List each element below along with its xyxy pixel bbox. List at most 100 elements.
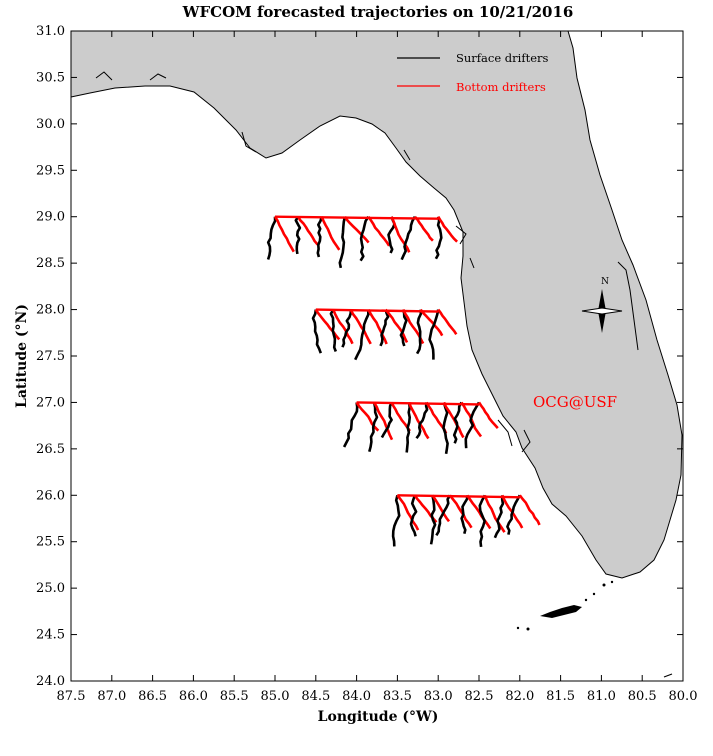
surface-trajectory — [415, 402, 429, 440]
surface-trajectory — [379, 309, 390, 347]
legend: Surface drifters Bottom drifters — [397, 51, 549, 94]
bottom-trajectory — [431, 494, 451, 523]
y-tick-label: 28.5 — [36, 256, 65, 271]
y-axis-ticks: 24.0 24.5 25.0 25.5 26.0 26.5 27.0 27.5 28.0 28.5… — [36, 24, 683, 689]
bottom-release-line — [397, 494, 520, 499]
bottom-trajectory — [390, 216, 411, 253]
x-tick-label: 82.5 — [465, 689, 494, 704]
x-tick-label: 83.5 — [383, 689, 412, 704]
y-tick-label: 25.0 — [36, 581, 65, 596]
surface-trajectory — [415, 309, 423, 355]
bottom-trajectory — [332, 309, 354, 345]
y-tick-label: 24.5 — [36, 628, 65, 643]
x-tick-label: 86.0 — [179, 689, 208, 704]
bottom-trajectory — [273, 216, 295, 253]
legend-surface-label: Surface drifters — [456, 51, 549, 65]
bottom-trajectory — [390, 401, 411, 432]
surface-trajectory — [452, 401, 463, 444]
surface-trajectory — [266, 216, 277, 260]
bottom-trajectory — [367, 308, 388, 345]
surface-trajectory — [354, 309, 370, 361]
bottom-trajectory — [320, 216, 341, 251]
surface-trajectory — [400, 216, 417, 261]
surface-trajectory — [460, 495, 469, 535]
watermark-label: OCG@USF — [533, 393, 617, 411]
bottom-trajectory — [314, 308, 341, 341]
bottom-trajectory — [448, 494, 473, 529]
surface-trajectory — [428, 309, 440, 360]
x-tick-label: 86.5 — [138, 689, 167, 704]
surface-trajectory — [506, 494, 521, 535]
x-tick-label: 83.0 — [424, 689, 453, 704]
surface-trajectory — [329, 308, 338, 352]
y-tick-label: 26.5 — [36, 442, 65, 457]
compass-north-label: N — [601, 277, 609, 287]
surface-trajectory — [368, 402, 379, 453]
y-tick-label: 30.0 — [36, 117, 65, 132]
surface-trajectory — [311, 309, 323, 354]
bottom-trajectory — [437, 308, 458, 336]
y-tick-label: 31.0 — [36, 24, 65, 39]
x-axis-ticks: 87.5 87.0 86.5 86.0 85.5 85.0 84.5 84.0 83.5 83.0… — [57, 31, 698, 704]
surface-trajectory — [341, 309, 353, 348]
surface-trajectory — [435, 494, 452, 537]
y-axis-label: Latitude (°N) — [14, 304, 30, 408]
surface-trajectory — [478, 494, 486, 548]
surface-trajectory — [442, 402, 449, 455]
x-tick-label: 85.0 — [261, 689, 290, 704]
x-tick-label: 84.0 — [342, 689, 371, 704]
bottom-trajectory — [518, 494, 541, 526]
surface-trajectory — [391, 495, 401, 547]
florida-keys — [516, 580, 614, 631]
bottom-trajectory — [483, 494, 506, 533]
bottom-trajectory — [477, 401, 499, 429]
bottom-trajectory — [349, 309, 372, 345]
bottom-trajectory — [407, 401, 430, 440]
bottom-trajectory — [419, 308, 444, 337]
y-tick-label: 29.0 — [36, 210, 65, 225]
surface-trajectory — [405, 402, 411, 453]
bottom-trajectory — [396, 494, 420, 531]
y-tick-label: 25.5 — [36, 535, 65, 550]
x-tick-label: 87.0 — [97, 689, 126, 704]
y-tick-label: 27.0 — [36, 395, 65, 410]
x-tick-label: 80.5 — [628, 689, 657, 704]
y-tick-label: 28.0 — [36, 303, 65, 318]
bottom-release-line — [274, 215, 439, 220]
surface-trajectory — [380, 401, 393, 439]
surface-trajectory — [294, 215, 302, 255]
map-title: WFCOM forecasted trajectories on 10/21/2… — [182, 3, 574, 21]
bottom-trajectory — [297, 216, 319, 246]
surface-trajectory — [399, 309, 408, 347]
x-tick-label: 84.5 — [301, 689, 330, 704]
plot-area: N Surface drifters Bottom drifters OCG@U… — [70, 30, 684, 682]
surface-trajectory — [342, 402, 359, 448]
bottom-trajectory — [413, 215, 434, 242]
x-tick-label: 81.0 — [587, 689, 616, 704]
bottom-release-line — [315, 308, 439, 313]
x-tick-label: 82.0 — [505, 689, 534, 704]
surface-trajectory — [464, 401, 481, 449]
bottom-release-line — [356, 401, 480, 406]
compass-ew-needle — [581, 307, 623, 315]
surface-trajectory — [434, 216, 443, 260]
y-tick-label: 26.0 — [36, 488, 65, 503]
bottom-trajectory — [367, 215, 391, 247]
drifter-trajectories — [266, 215, 541, 548]
surface-trajectory — [338, 216, 347, 269]
surface-trajectory — [429, 495, 437, 545]
coastline-detail — [95, 71, 639, 453]
bottom-trajectory — [343, 215, 370, 244]
x-tick-label: 85.5 — [220, 689, 249, 704]
compass-rose: N — [581, 277, 623, 333]
x-tick-label: 80.0 — [669, 689, 698, 704]
y-tick-label: 30.5 — [36, 70, 65, 85]
y-tick-label: 27.5 — [36, 349, 65, 364]
x-axis-label: Longitude (°W) — [318, 709, 439, 725]
bahamas-edge — [663, 673, 673, 678]
y-tick-label: 24.0 — [36, 674, 65, 689]
surface-trajectory — [316, 216, 323, 258]
surface-trajectory — [409, 494, 418, 537]
x-tick-label: 87.5 — [57, 689, 86, 704]
